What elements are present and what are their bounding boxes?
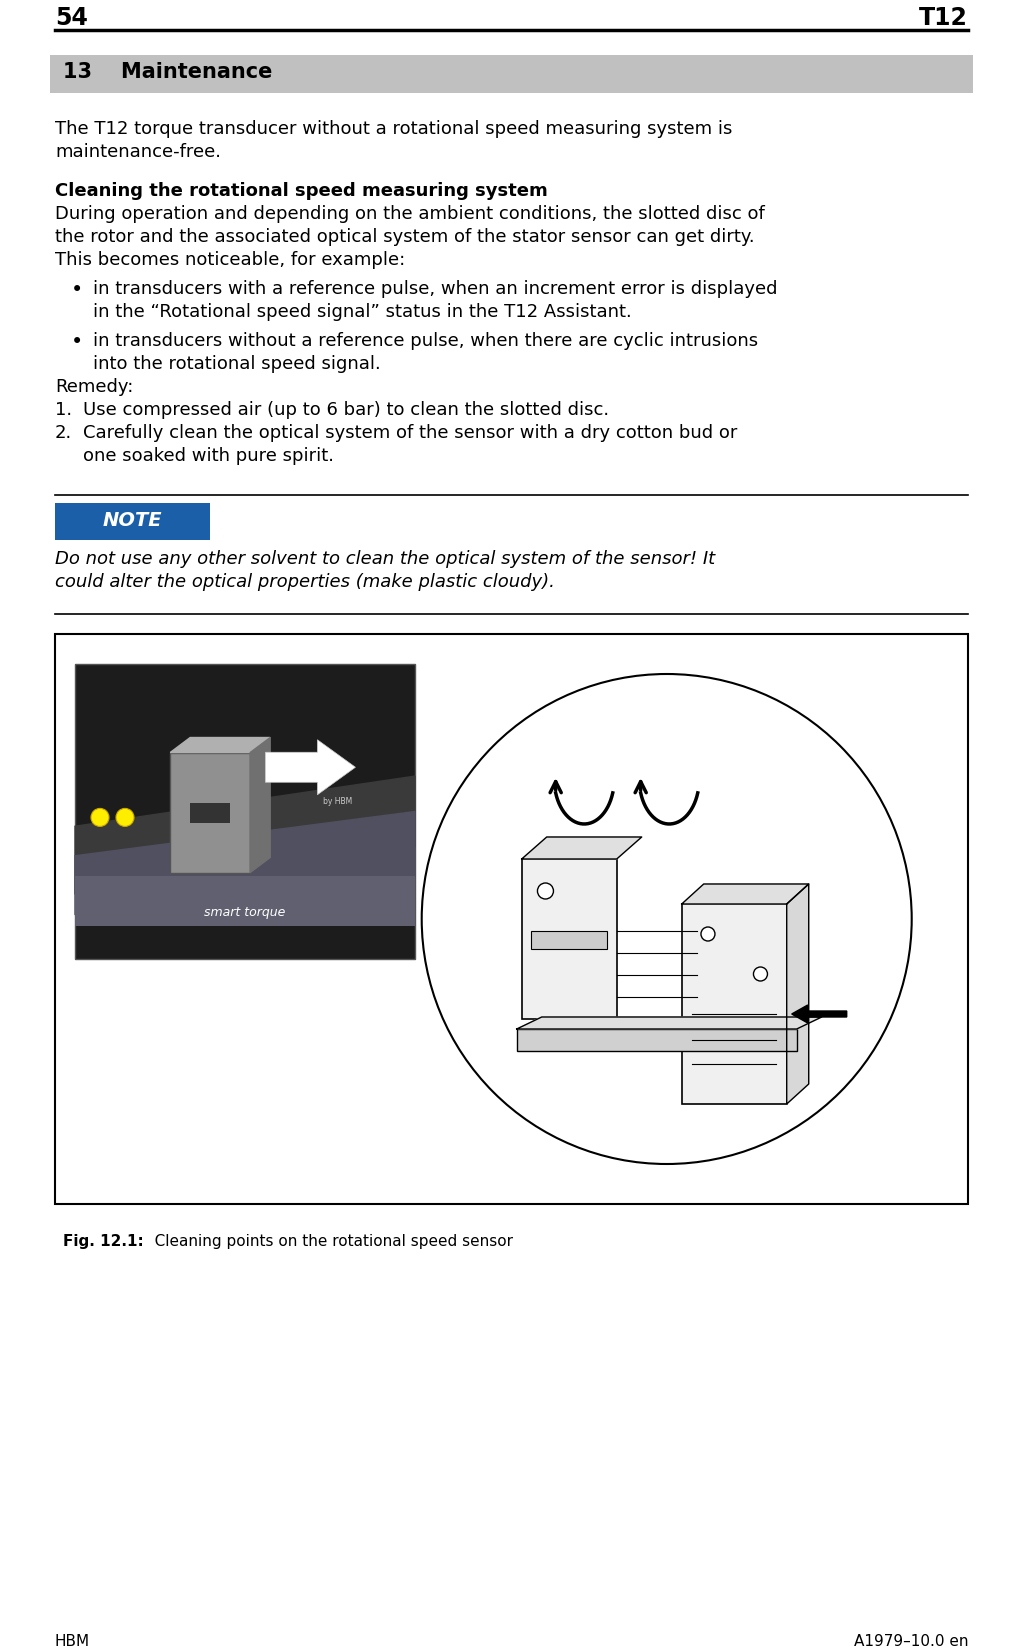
Text: T12: T12 (919, 7, 968, 30)
Text: This becomes noticeable, for example:: This becomes noticeable, for example: (55, 251, 405, 269)
Bar (75, 664, 415, 959)
Text: one soaked with pure spirit.: one soaked with pure spirit. (83, 447, 334, 466)
Polygon shape (682, 883, 808, 905)
Polygon shape (787, 883, 808, 1105)
Text: 2.: 2. (55, 424, 72, 442)
FancyArrow shape (265, 740, 356, 794)
Text: maintenance-free.: maintenance-free. (55, 144, 221, 162)
Text: During operation and depending on the ambient conditions, the slotted disc of: During operation and depending on the am… (55, 205, 765, 223)
Text: 13    Maintenance: 13 Maintenance (63, 63, 272, 83)
Text: could alter the optical properties (make plastic cloudy).: could alter the optical properties (make… (55, 573, 555, 591)
Text: Cleaning the rotational speed measuring system: Cleaning the rotational speed measuring … (55, 182, 548, 200)
Bar (170, 753, 250, 872)
Bar (55, 634, 968, 1204)
Circle shape (116, 809, 134, 827)
Bar (55, 504, 210, 540)
Text: by HBM: by HBM (323, 797, 353, 806)
Bar (682, 905, 787, 1105)
Bar (75, 877, 415, 926)
Circle shape (91, 809, 109, 827)
Bar (517, 1029, 796, 1052)
Text: HBM: HBM (55, 1634, 90, 1649)
Bar (531, 931, 607, 949)
Circle shape (701, 926, 715, 941)
Text: Use compressed air (up to 6 bar) to clean the slotted disc.: Use compressed air (up to 6 bar) to clea… (83, 401, 609, 419)
Bar (50, 54, 973, 92)
Text: in transducers without a reference pulse, when there are cyclic intrusions: in transducers without a reference pulse… (93, 332, 758, 350)
Text: NOTE: NOTE (102, 512, 162, 530)
Bar (190, 802, 230, 822)
Text: A1979–10.0 en: A1979–10.0 en (854, 1634, 968, 1649)
Circle shape (538, 883, 553, 900)
Text: 54: 54 (55, 7, 88, 30)
Text: the rotor and the associated optical system of the stator sensor can get dirty.: the rotor and the associated optical sys… (55, 228, 755, 246)
Text: Carefully clean the optical system of the sensor with a dry cotton bud or: Carefully clean the optical system of th… (83, 424, 737, 442)
Polygon shape (250, 738, 270, 872)
Circle shape (754, 967, 768, 981)
Polygon shape (75, 812, 415, 915)
Text: Cleaning points on the rotational speed sensor: Cleaning points on the rotational speed … (140, 1233, 513, 1250)
Text: The T12 torque transducer without a rotational speed measuring system is: The T12 torque transducer without a rota… (55, 121, 732, 139)
Circle shape (421, 674, 912, 1164)
Text: smart torque: smart torque (205, 906, 286, 920)
Text: Do not use any other solvent to clean the optical system of the sensor! It: Do not use any other solvent to clean th… (55, 550, 715, 568)
Polygon shape (75, 776, 415, 895)
Bar (522, 859, 617, 1019)
Text: 1.: 1. (55, 401, 72, 419)
Text: into the rotational speed signal.: into the rotational speed signal. (93, 355, 381, 373)
Text: in the “Rotational speed signal” status in the T12 Assistant.: in the “Rotational speed signal” status … (93, 304, 632, 320)
Text: Remedy:: Remedy: (55, 378, 134, 396)
Text: •: • (71, 281, 83, 300)
Polygon shape (517, 1017, 822, 1029)
Text: Fig. 12.1:: Fig. 12.1: (63, 1233, 144, 1250)
Text: in transducers with a reference pulse, when an increment error is displayed: in transducers with a reference pulse, w… (93, 281, 778, 297)
FancyArrow shape (792, 1005, 847, 1024)
Polygon shape (170, 738, 270, 753)
Polygon shape (522, 837, 641, 859)
Text: •: • (71, 332, 83, 352)
